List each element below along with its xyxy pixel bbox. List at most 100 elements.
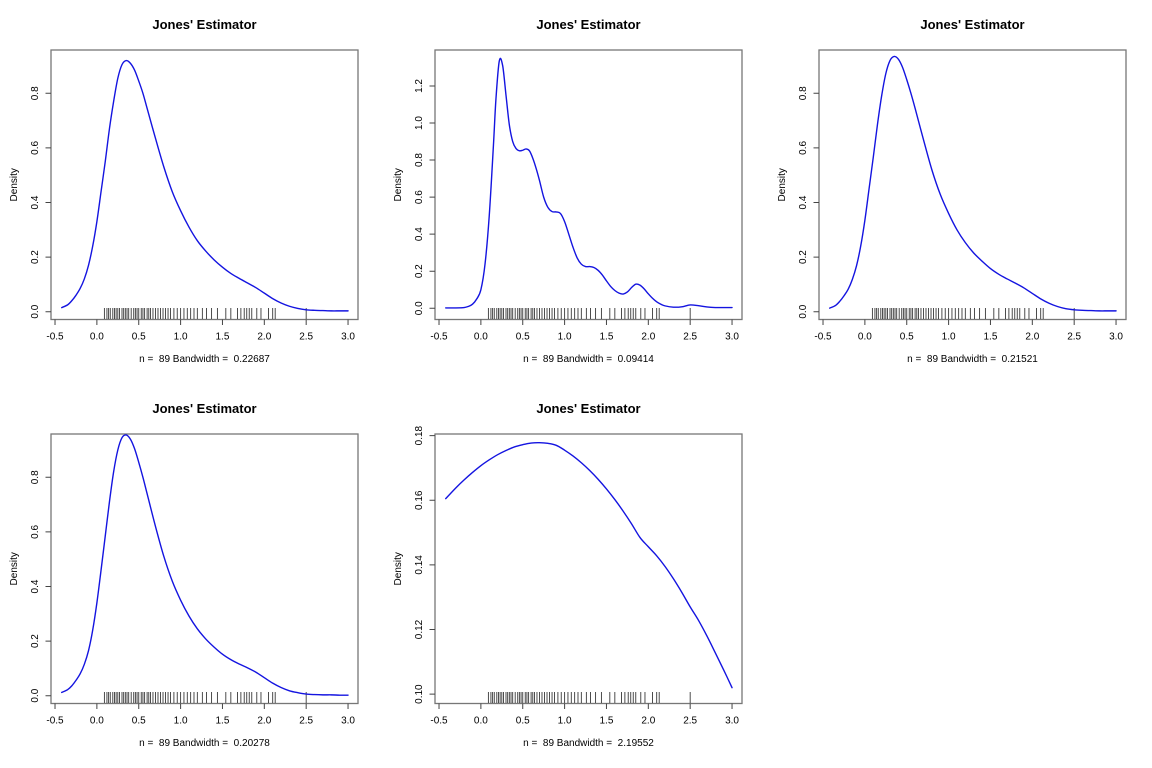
x-tick-label: -0.5 <box>46 332 64 343</box>
density-curve <box>445 57 733 309</box>
density-curve <box>829 55 1117 312</box>
x-tick-label: 0.5 <box>516 716 530 727</box>
density-plot-4: Jones' Estimator n = 89 Bandwidth = 0.202… <box>9 401 359 749</box>
rug-marks <box>103 692 307 703</box>
x-tick-label: 1.5 <box>984 332 998 343</box>
y-tick-label: 0.2 <box>30 250 41 264</box>
y-tick-label: 0.6 <box>414 190 425 204</box>
x-tick-label: 1.0 <box>174 716 188 727</box>
x-tick-label: 2.5 <box>683 332 697 343</box>
density-plot-cell-4: Jones' Estimator n = 89 Bandwidth = 0.202… <box>0 384 384 768</box>
y-tick-label: 0.0 <box>798 304 809 318</box>
y-axis-ticks <box>429 435 435 695</box>
plot-box <box>50 49 359 321</box>
x-axis-ticks <box>54 319 349 325</box>
x-tick-label: 2.0 <box>257 332 271 343</box>
x-tick-label: 0.5 <box>900 332 914 343</box>
y-axis-label: Density <box>9 552 20 585</box>
x-tick-label: 2.0 <box>1025 332 1039 343</box>
x-tick-label: 0.0 <box>90 332 104 343</box>
y-tick-label: 0.8 <box>414 153 425 167</box>
plot-title: Jones' Estimator <box>152 17 256 32</box>
x-tick-label: 3.0 <box>725 716 739 727</box>
plot-box <box>818 49 1127 321</box>
rug-marks <box>103 308 307 319</box>
x-tick-label: 1.5 <box>216 716 230 727</box>
y-tick-label: 0.2 <box>30 634 41 648</box>
x-tick-label: 1.0 <box>942 332 956 343</box>
x-tick-label: 1.0 <box>558 332 572 343</box>
plot-title: Jones' Estimator <box>152 401 256 416</box>
plot-box <box>50 433 359 705</box>
x-tick-label: 0.0 <box>474 332 488 343</box>
density-plot-5: Jones' Estimator n = 89 Bandwidth = 2.195… <box>393 401 743 749</box>
y-tick-label: 0.4 <box>414 227 425 241</box>
rug-marks <box>487 692 691 703</box>
y-tick-label: 0.6 <box>798 141 809 155</box>
x-tick-label: 2.0 <box>257 716 271 727</box>
y-tick-label: 0.0 <box>414 301 425 315</box>
density-plot-3: Jones' Estimator n = 89 Bandwidth = 0.215… <box>777 17 1127 365</box>
y-tick-label: 1.2 <box>414 79 425 93</box>
density-plot-1: Jones' Estimator n = 89 Bandwidth = 0.226… <box>9 17 359 365</box>
x-tick-label: 2.0 <box>641 716 655 727</box>
density-curve <box>445 442 733 689</box>
x-axis-ticks <box>822 319 1117 325</box>
y-tick-label: 0.16 <box>414 490 425 510</box>
x-tick-label: 1.5 <box>600 716 614 727</box>
y-axis-ticks <box>813 92 819 313</box>
x-tick-label: 0.0 <box>858 332 872 343</box>
x-axis-ticks <box>438 319 733 325</box>
y-tick-label: 0.6 <box>30 141 41 155</box>
plot-box <box>434 433 743 705</box>
y-tick-label: 0.18 <box>414 425 425 445</box>
y-tick-label: 0.2 <box>414 264 425 278</box>
x-tick-label: 2.0 <box>641 332 655 343</box>
plot-subtitle: n = 89 Bandwidth = 0.20278 <box>139 738 270 749</box>
x-tick-label: 2.5 <box>299 716 313 727</box>
y-tick-label: 0.10 <box>414 684 425 704</box>
x-tick-label: 0.5 <box>132 716 146 727</box>
density-plot-2: Jones' Estimator n = 89 Bandwidth = 0.094… <box>393 17 743 365</box>
x-tick-label: 3.0 <box>1109 332 1123 343</box>
x-tick-label: 1.5 <box>600 332 614 343</box>
plot-subtitle: n = 89 Bandwidth = 0.09414 <box>523 354 654 365</box>
y-tick-label: 0.8 <box>798 86 809 100</box>
y-tick-label: 0.14 <box>414 555 425 575</box>
y-tick-label: 0.4 <box>798 195 809 209</box>
y-tick-label: 1.0 <box>414 116 425 130</box>
y-axis-label: Density <box>777 168 788 201</box>
y-tick-label: 0.0 <box>30 304 41 318</box>
x-tick-label: -0.5 <box>46 716 64 727</box>
plot-title: Jones' Estimator <box>536 401 640 416</box>
y-tick-label: 0.0 <box>30 688 41 702</box>
x-tick-label: 0.0 <box>474 716 488 727</box>
plot-title: Jones' Estimator <box>920 17 1024 32</box>
x-tick-label: -0.5 <box>814 332 832 343</box>
density-curve <box>61 434 349 696</box>
x-tick-label: 1.0 <box>174 332 188 343</box>
y-tick-label: 0.2 <box>798 250 809 264</box>
x-tick-label: 3.0 <box>341 716 355 727</box>
x-tick-label: 2.5 <box>299 332 313 343</box>
y-tick-label: 0.6 <box>30 525 41 539</box>
plot-subtitle: n = 89 Bandwidth = 0.21521 <box>907 354 1038 365</box>
x-axis-ticks <box>54 703 349 709</box>
x-tick-label: 2.5 <box>683 716 697 727</box>
density-plot-cell-1: Jones' Estimator n = 89 Bandwidth = 0.226… <box>0 0 384 384</box>
plot-title: Jones' Estimator <box>536 17 640 32</box>
x-tick-label: 0.5 <box>132 332 146 343</box>
x-tick-label: 0.0 <box>90 716 104 727</box>
y-axis-ticks <box>45 92 51 313</box>
y-axis-ticks <box>45 476 51 697</box>
density-plot-cell-5: Jones' Estimator n = 89 Bandwidth = 2.195… <box>384 384 768 768</box>
x-tick-label: 3.0 <box>341 332 355 343</box>
x-tick-label: 1.5 <box>216 332 230 343</box>
x-tick-label: -0.5 <box>430 332 448 343</box>
x-tick-label: 3.0 <box>725 332 739 343</box>
y-tick-label: 0.4 <box>30 195 41 209</box>
density-curve <box>61 59 349 312</box>
x-axis-ticks <box>438 703 733 709</box>
y-axis-label: Density <box>9 168 20 201</box>
density-plot-cell-3: Jones' Estimator n = 89 Bandwidth = 0.215… <box>768 0 1152 384</box>
